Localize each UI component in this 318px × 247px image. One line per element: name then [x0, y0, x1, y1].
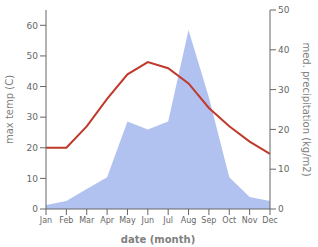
svg-text:date (month): date (month): [121, 234, 195, 245]
svg-text:20: 20: [278, 125, 290, 135]
svg-text:0: 0: [32, 204, 38, 214]
svg-text:Jan: Jan: [39, 216, 52, 225]
svg-text:20: 20: [27, 143, 39, 153]
svg-text:10: 10: [278, 164, 290, 174]
svg-text:May: May: [119, 216, 136, 225]
svg-text:Nov: Nov: [242, 216, 258, 225]
svg-text:Feb: Feb: [59, 216, 73, 225]
svg-text:Dec: Dec: [262, 216, 277, 225]
svg-text:0: 0: [278, 204, 284, 214]
svg-text:Mar: Mar: [79, 216, 95, 225]
svg-text:50: 50: [278, 5, 290, 15]
svg-text:Sep: Sep: [201, 216, 216, 225]
svg-text:40: 40: [278, 45, 290, 55]
svg-text:40: 40: [27, 82, 39, 92]
svg-text:Jun: Jun: [141, 216, 155, 225]
svg-text:med. precipitation (kg/m2): med. precipitation (kg/m2): [301, 42, 310, 176]
svg-text:60: 60: [27, 21, 39, 31]
svg-text:Oct: Oct: [222, 216, 236, 225]
svg-text:30: 30: [27, 112, 39, 122]
svg-text:10: 10: [27, 174, 39, 184]
svg-text:max temp (C): max temp (C): [8, 75, 15, 144]
svg-text:Aug: Aug: [181, 216, 197, 225]
svg-text:Jul: Jul: [162, 216, 173, 225]
svg-text:50: 50: [27, 51, 39, 61]
svg-text:Apr: Apr: [100, 216, 115, 225]
svg-text:30: 30: [278, 85, 290, 95]
